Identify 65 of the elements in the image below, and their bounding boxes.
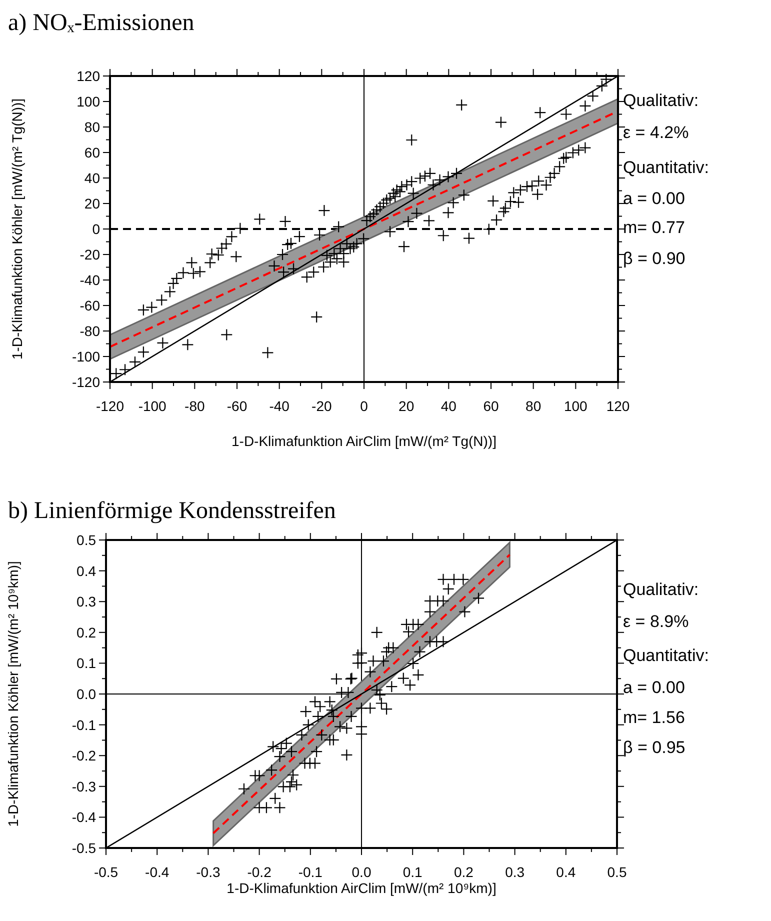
y-tick-label: 0.4 — [76, 562, 96, 579]
text: Quantitativ: — [623, 646, 709, 665]
y-tick-label: 40 — [84, 170, 100, 186]
text: a = 0.00 — [623, 189, 685, 208]
y-tick-label: -0.4 — [72, 809, 96, 826]
text: β = 0.95 — [623, 738, 686, 757]
y-tick-label: 120 — [76, 68, 100, 84]
x-tick-label: -40 — [269, 398, 290, 414]
text: ε = 8.9% — [623, 612, 689, 631]
x-tick-label: -60 — [226, 398, 248, 414]
x-tick-label: 100 — [564, 398, 588, 414]
x-tick-label: 0.2 — [454, 864, 474, 880]
chart-title: a) NOₓ-Emissionen — [8, 10, 194, 36]
text: a = 0.00 — [623, 678, 685, 697]
y-tick-label: -120 — [72, 374, 100, 390]
y-tick-label: -0.5 — [72, 840, 96, 856]
text: ε = 4.2% — [623, 123, 689, 142]
x-tick-label: -0.3 — [196, 864, 220, 880]
x-tick-label: -100 — [138, 398, 167, 414]
y-tick-label: 0.3 — [76, 594, 96, 610]
y-tick-label: -0.3 — [72, 778, 96, 794]
y-tick-label: -0.2 — [72, 748, 96, 764]
y-axis-title: 1-D-Klimafunktion Köhler [mW/(m² Tg(N))] — [9, 98, 25, 360]
y-tick-label: 0.0 — [76, 686, 96, 702]
y-tick-label: -100 — [72, 348, 100, 364]
y-tick-label: -60 — [80, 298, 100, 314]
text: β = 0.90 — [623, 249, 686, 268]
x-tick-label: 0 — [360, 398, 368, 414]
text: Qualitativ: — [623, 91, 699, 110]
x-tick-label: 20 — [398, 398, 414, 414]
x-tick-label: -80 — [184, 398, 205, 414]
y-tick-label: 0.2 — [76, 624, 96, 640]
y-axis-title: 1-D-Klimafunktion Köhler [mW/(m² 10⁹km)] — [5, 561, 21, 827]
y-tick-label: 0.1 — [76, 655, 96, 672]
text: m= 1.56 — [623, 708, 685, 727]
chart-title: b) Linienförmige Kondensstreifen — [8, 498, 336, 524]
x-tick-label: -0.2 — [247, 864, 272, 880]
text: Qualitativ: — [623, 580, 699, 599]
y-tick-label: 0.5 — [76, 532, 96, 548]
x-tick-label: 0.5 — [607, 864, 627, 880]
y-tick-label: -20 — [80, 246, 100, 262]
x-tick-label: 0.3 — [505, 864, 525, 880]
x-tick-label: -120 — [96, 398, 124, 414]
y-tick-label: -40 — [80, 272, 100, 288]
x-tick-label: -0.1 — [298, 864, 323, 880]
text: Quantitativ: — [623, 158, 709, 177]
x-tick-label: 40 — [440, 398, 457, 414]
y-tick-label: 0 — [92, 221, 100, 237]
x-tick-label: 0.1 — [402, 864, 423, 880]
x-tick-label: 120 — [606, 398, 630, 414]
y-tick-label: 60 — [84, 144, 100, 160]
x-tick-label: 0.0 — [352, 864, 372, 880]
y-tick-label: -80 — [80, 323, 100, 339]
y-tick-label: -0.1 — [72, 716, 96, 733]
y-tick-label: 100 — [76, 94, 100, 110]
x-tick-label: -20 — [312, 398, 332, 414]
x-axis-title: 1-D-Klimafunktion AirClim [mW/(m² Tg(N))] — [232, 433, 496, 449]
x-tick-label: 0.4 — [556, 864, 576, 880]
x-axis-title: 1-D-Klimafunktion AirClim [mW/(m² 10⁹km)] — [226, 880, 496, 896]
text: m= 0.77 — [623, 218, 685, 237]
y-tick-label: 80 — [84, 119, 100, 135]
x-tick-label: -0.4 — [145, 864, 170, 880]
x-tick-label: 60 — [483, 398, 499, 414]
y-tick-label: 20 — [84, 196, 100, 212]
x-tick-label: 80 — [526, 398, 542, 414]
